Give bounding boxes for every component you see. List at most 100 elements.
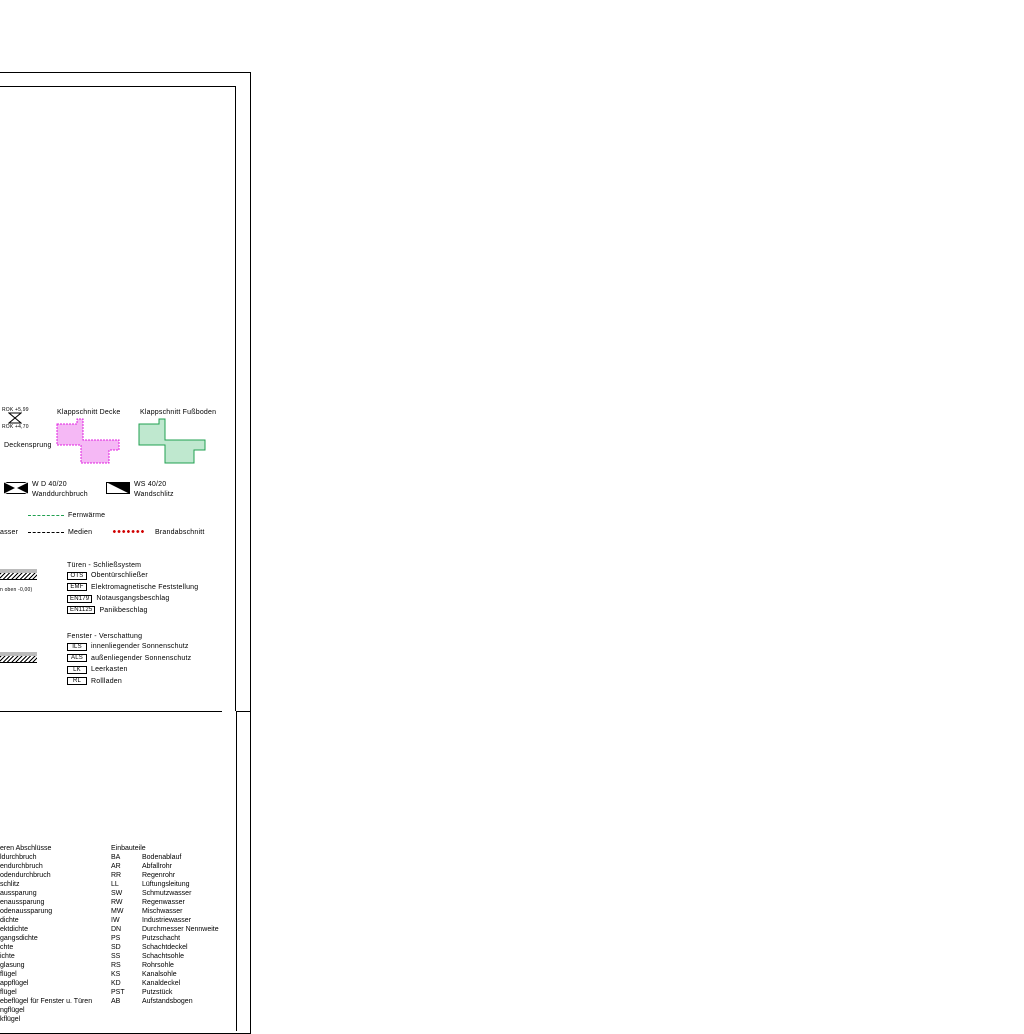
item-code: RS <box>111 962 121 969</box>
list-item: gangsdichte <box>0 935 38 942</box>
item-code: AB <box>111 998 121 1005</box>
wandschlitz-icon <box>106 482 130 494</box>
item-label: außenliegender Sonnenschutz <box>91 654 192 662</box>
item-label: Regenrohr <box>142 872 176 879</box>
item-label: Obentürschließer <box>91 572 148 580</box>
list-item: dichte <box>0 917 19 924</box>
list-item: kflügel <box>0 1016 21 1023</box>
item-code: MW <box>111 908 124 915</box>
item-label: Leerkasten <box>91 666 128 674</box>
divider <box>0 711 222 712</box>
ws-label: Wandschlitz <box>134 491 174 498</box>
code-box: EMF <box>67 583 87 592</box>
level-top: ROK +5,99 <box>2 407 29 413</box>
item-code: PST <box>111 989 125 996</box>
item-label: Rollladen <box>91 677 122 685</box>
item-label: Panikbeschlag <box>99 606 148 614</box>
item-code: KS <box>111 971 121 978</box>
tueren-title: Türen - Schließsystem <box>67 562 142 569</box>
list-item: flügel <box>0 971 17 978</box>
list-item: flügel <box>0 989 17 996</box>
item-code: DN <box>111 926 122 933</box>
code-box: RL <box>67 677 87 686</box>
list-item: DN Durchmesser Nennweite <box>111 925 219 934</box>
legend-item: OTS Obentürschließer <box>67 570 198 582</box>
list-item: schlitz <box>0 881 20 888</box>
item-label: Abfallrohr <box>142 863 172 870</box>
item-label: innenliegender Sonnenschutz <box>91 643 189 651</box>
code-box: EN179 <box>67 594 93 603</box>
item-label: Regenwasser <box>142 899 185 906</box>
item-label: Bodenablauf <box>142 854 182 861</box>
item-label: Elektromagnetische Feststellung <box>91 583 199 591</box>
list-item: SW Schmutzwasser <box>111 889 219 898</box>
wasser-label: asser <box>0 529 19 536</box>
fenster-section: Fenster - Verschattung ILS innenliegender… <box>67 632 191 687</box>
list-item: SS Schachtsohle <box>111 952 219 961</box>
legend-item: EN179 Notausgangsbeschlag <box>67 593 198 605</box>
list-item: BA Bodenablauf <box>111 853 219 862</box>
list-item: PST Putzstück <box>111 988 219 997</box>
legend-item: EN1125 Panikbeschlag <box>67 605 198 617</box>
code-box: LK <box>67 665 87 674</box>
wd-code: W D 40/20 <box>32 481 67 488</box>
legend-item: EMF Elektromagnetische Feststellung <box>67 582 198 594</box>
item-code: RR <box>111 872 122 879</box>
level-bottom: ROK +4,70 <box>2 424 29 430</box>
klappschnitt-decke-label: Klappschnitt Decke <box>57 409 121 416</box>
ws-code: WS 40/20 <box>134 481 167 488</box>
code-box: OTS <box>67 571 87 580</box>
legend-item: ILS innenliegender Sonnenschutz <box>67 641 191 653</box>
legend-item: RL Rollladen <box>67 676 191 688</box>
medien-line <box>28 532 64 533</box>
item-label: Kanalsohle <box>142 971 177 978</box>
klappschnitt-fussboden-shape <box>138 418 206 464</box>
wanddurchbruch-icon <box>4 482 28 494</box>
legend-item: LK Leerkasten <box>67 664 191 676</box>
item-code: IW <box>111 917 120 924</box>
list-item: ichte <box>0 953 15 960</box>
code-box: ALS <box>67 654 87 663</box>
item-label: Aufstandsbogen <box>142 998 193 1005</box>
fernwaerme-line <box>28 515 64 516</box>
list-item: MW Mischwasser <box>111 907 219 916</box>
list-item: RW Regenwasser <box>111 898 219 907</box>
item-code: KD <box>111 980 121 987</box>
item-code: LL <box>111 881 119 888</box>
einbauteile-list: Einbauteile BA Bodenablauf AR Abfallrohr RR R… <box>111 844 219 1005</box>
item-label: Putzstück <box>142 989 173 996</box>
tueren-section: Türen - Schließsystem OTS Obentürschließe… <box>67 561 198 616</box>
brandabschnitt-line <box>112 530 145 533</box>
inner-frame <box>0 86 236 711</box>
code-box: EN1125 <box>67 606 96 615</box>
list-item: PS Putzschacht <box>111 934 219 943</box>
item-label: Schachtdeckel <box>142 944 188 951</box>
list-item: odendurchbruch <box>0 872 51 879</box>
list-item: ektdichte <box>0 926 29 933</box>
list-item: enaussparung <box>0 899 45 906</box>
floor-hatch <box>0 569 37 580</box>
floor-hatch <box>0 652 37 663</box>
item-code: SW <box>111 890 123 897</box>
list-item: appflügel <box>0 980 29 987</box>
divider <box>236 711 237 1031</box>
brandabschnitt-label: Brandabschnitt <box>155 529 205 536</box>
list-item: ebeflügel für Fenster u. Türen <box>0 998 93 1005</box>
wd-label: Wanddurchbruch <box>32 491 88 498</box>
list-item: odenaussparung <box>0 908 53 915</box>
legend-item: ALS außenliegender Sonnenschutz <box>67 653 191 665</box>
list-item: ldurchbruch <box>0 854 37 861</box>
list-item: RR Regenrohr <box>111 871 219 880</box>
list-item: chte <box>0 944 14 951</box>
list-item: RS Rohrsohle <box>111 961 219 970</box>
item-label: Mischwasser <box>142 908 183 915</box>
item-label: Rohrsohle <box>142 962 174 969</box>
item-label: Lüftungsleitung <box>142 881 190 888</box>
item-label: Schachtsohle <box>142 953 185 960</box>
list-item: ngflügel <box>0 1007 25 1014</box>
level-marker-icon <box>8 412 22 424</box>
floor-note: n oben -0,00) <box>0 587 33 593</box>
item-code: SD <box>111 944 121 951</box>
abschluesse-list: eren Abschlüsse ldurchbruch endurchbruch od… <box>0 844 92 1024</box>
list-item: KS Kanalsohle <box>111 970 219 979</box>
